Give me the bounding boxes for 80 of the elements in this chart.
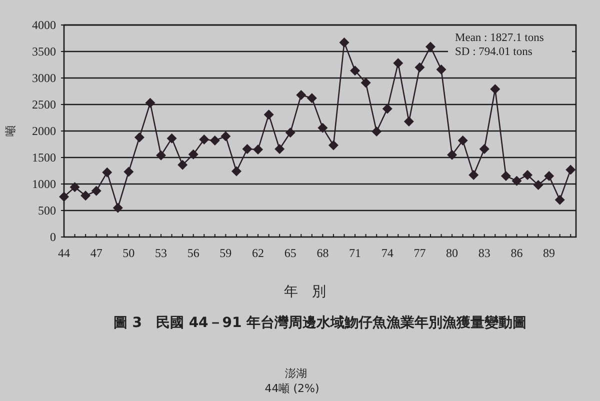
point <box>533 180 544 190</box>
point <box>425 42 436 52</box>
point <box>242 144 252 154</box>
x-tick-label: 74 <box>381 246 394 260</box>
point <box>404 116 414 126</box>
text: 圖 3 民國 44－91 年台灣周邊水域魩仔魚漁業年別漁獲量變動圖 <box>113 314 527 331</box>
point <box>102 167 112 178</box>
point <box>91 186 102 196</box>
point <box>274 144 285 154</box>
point <box>231 166 242 176</box>
point <box>156 150 166 160</box>
point <box>479 144 490 154</box>
y-tick-label: 500 <box>38 204 56 218</box>
x-tick-label: 44 <box>58 246 70 260</box>
point <box>285 128 296 138</box>
point <box>458 136 468 146</box>
x-tick-label: 86 <box>510 246 523 260</box>
point <box>188 149 198 160</box>
point <box>339 37 350 48</box>
y-tick-label: 3500 <box>32 44 56 58</box>
point <box>382 104 392 114</box>
x-tick-label: 71 <box>349 246 362 260</box>
x-tick-label: 53 <box>155 246 168 260</box>
point <box>544 171 554 182</box>
x-axis-title: 年 別 <box>284 284 326 300</box>
point <box>512 176 522 186</box>
point <box>134 132 144 142</box>
x-tick-label: 89 <box>543 246 556 260</box>
point <box>566 164 576 175</box>
x-tick-label: 59 <box>220 246 232 260</box>
y-tick-label: 3000 <box>32 71 56 85</box>
point <box>522 170 532 180</box>
point <box>166 133 177 144</box>
point <box>500 171 511 182</box>
y-tick-label: 1000 <box>32 177 56 191</box>
annotation: SD : 794.01 tons <box>455 46 533 58</box>
point <box>178 160 188 170</box>
x-tick-label: 62 <box>252 246 264 260</box>
point <box>112 202 123 213</box>
point <box>199 134 210 144</box>
point <box>70 182 80 192</box>
point <box>360 78 371 88</box>
point <box>436 64 446 75</box>
point <box>210 136 220 146</box>
point <box>80 190 91 201</box>
point <box>145 98 156 108</box>
x-tick-label: 56 <box>187 246 200 260</box>
text: 44噸 (2%) <box>264 382 320 395</box>
point <box>318 122 328 133</box>
point <box>554 194 565 205</box>
point <box>414 62 425 72</box>
y-tick-label: 1500 <box>32 150 56 164</box>
x-tick-label: 47 <box>90 246 102 260</box>
point <box>306 93 317 104</box>
point <box>447 150 458 160</box>
y-tick-label: 2500 <box>32 98 56 112</box>
y-tick-label: 4000 <box>32 18 56 32</box>
point <box>124 166 134 177</box>
point <box>468 170 479 180</box>
point <box>253 144 264 155</box>
x-tick-label: 83 <box>478 246 490 260</box>
y-axis-title: 噸 <box>4 126 17 136</box>
x-tick-label: 77 <box>414 246 426 260</box>
point <box>393 58 404 68</box>
x-tick-label: 65 <box>284 246 296 260</box>
text: 澎湖 <box>285 367 307 380</box>
point <box>296 90 306 100</box>
point <box>490 84 500 94</box>
point <box>264 110 274 120</box>
point <box>220 131 231 142</box>
y-tick-label: 0 <box>50 230 56 244</box>
annotation: Mean : 1827.1 tons <box>455 32 544 44</box>
x-tick-label: 50 <box>122 246 135 260</box>
point <box>59 192 69 202</box>
x-tick-label: 68 <box>316 246 329 260</box>
point <box>350 66 360 76</box>
x-tick-label: 80 <box>446 246 458 260</box>
y-tick-label: 2000 <box>32 124 56 138</box>
point <box>328 140 338 150</box>
point <box>372 126 382 137</box>
